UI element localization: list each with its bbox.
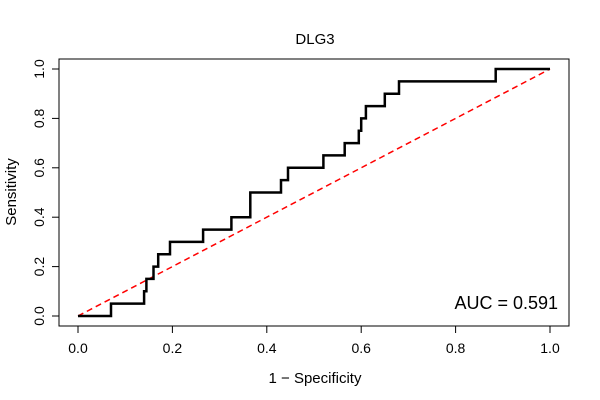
y-tick-label: 0.0 xyxy=(31,306,47,326)
chart-title: DLG3 xyxy=(295,31,334,48)
y-tick-label: 0.8 xyxy=(31,108,47,128)
auc-annotation: AUC = 0.591 xyxy=(454,293,558,313)
y-tick-label: 0.4 xyxy=(31,207,47,227)
roc-curve-line xyxy=(78,67,550,318)
y-tick-label: 0.6 xyxy=(31,158,47,178)
x-axis-label: 1 − Specificity xyxy=(269,370,362,387)
x-axis: 0.0 0.2 0.4 0.6 0.8 1.0 xyxy=(68,325,560,356)
reference-diagonal-line xyxy=(77,68,551,317)
x-tick-label: 0.0 xyxy=(68,340,88,356)
x-tick-label: 0.4 xyxy=(257,340,277,356)
x-tick-label: 0.2 xyxy=(163,340,183,356)
y-tick-label: 1.0 xyxy=(31,59,47,79)
x-tick-label: 1.0 xyxy=(540,340,560,356)
x-tick-label: 0.6 xyxy=(351,340,371,356)
y-axis-label: Sensitivity xyxy=(3,158,20,226)
x-tick-label: 0.8 xyxy=(446,340,466,356)
y-tick-label: 0.2 xyxy=(31,257,47,277)
y-axis: 0.0 0.2 0.4 0.6 0.8 1.0 xyxy=(31,59,60,326)
